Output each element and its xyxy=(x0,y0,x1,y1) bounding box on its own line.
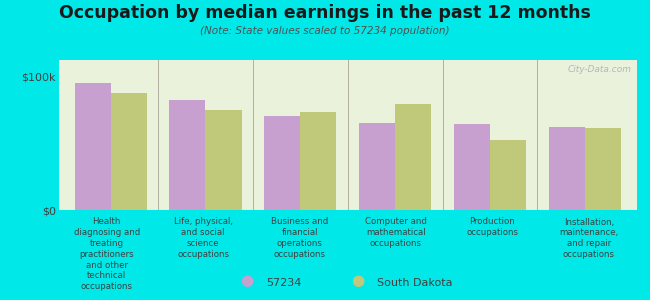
Bar xyxy=(490,140,526,210)
Bar xyxy=(75,83,110,210)
Bar xyxy=(300,112,336,210)
Bar xyxy=(395,104,431,210)
Text: Computer and
mathematical
occupations: Computer and mathematical occupations xyxy=(365,218,427,248)
Text: Life, physical,
and social
science
occupations: Life, physical, and social science occup… xyxy=(174,218,233,259)
Text: Health
diagnosing and
treating
practitioners
and other
technical
occupations: Health diagnosing and treating practitio… xyxy=(73,218,140,291)
Bar xyxy=(359,123,395,210)
Text: Occupation by median earnings in the past 12 months: Occupation by median earnings in the pas… xyxy=(59,4,591,22)
Text: ●: ● xyxy=(351,273,364,288)
Text: Business and
financial
operations
occupations: Business and financial operations occupa… xyxy=(271,218,328,259)
Bar xyxy=(585,128,621,210)
Text: Installation,
maintenance,
and repair
occupations: Installation, maintenance, and repair oc… xyxy=(559,218,618,259)
Text: Production
occupations: Production occupations xyxy=(466,218,519,237)
Bar xyxy=(205,110,242,210)
Bar xyxy=(265,116,300,210)
Bar xyxy=(111,94,147,210)
Text: South Dakota: South Dakota xyxy=(377,278,452,288)
Text: 57234: 57234 xyxy=(266,278,302,288)
Bar xyxy=(170,100,205,210)
Text: City-Data.com: City-Data.com xyxy=(567,64,631,74)
Text: ●: ● xyxy=(240,273,254,288)
Text: (Note: State values scaled to 57234 population): (Note: State values scaled to 57234 popu… xyxy=(200,26,450,35)
Bar xyxy=(549,127,585,210)
Bar xyxy=(454,124,490,210)
